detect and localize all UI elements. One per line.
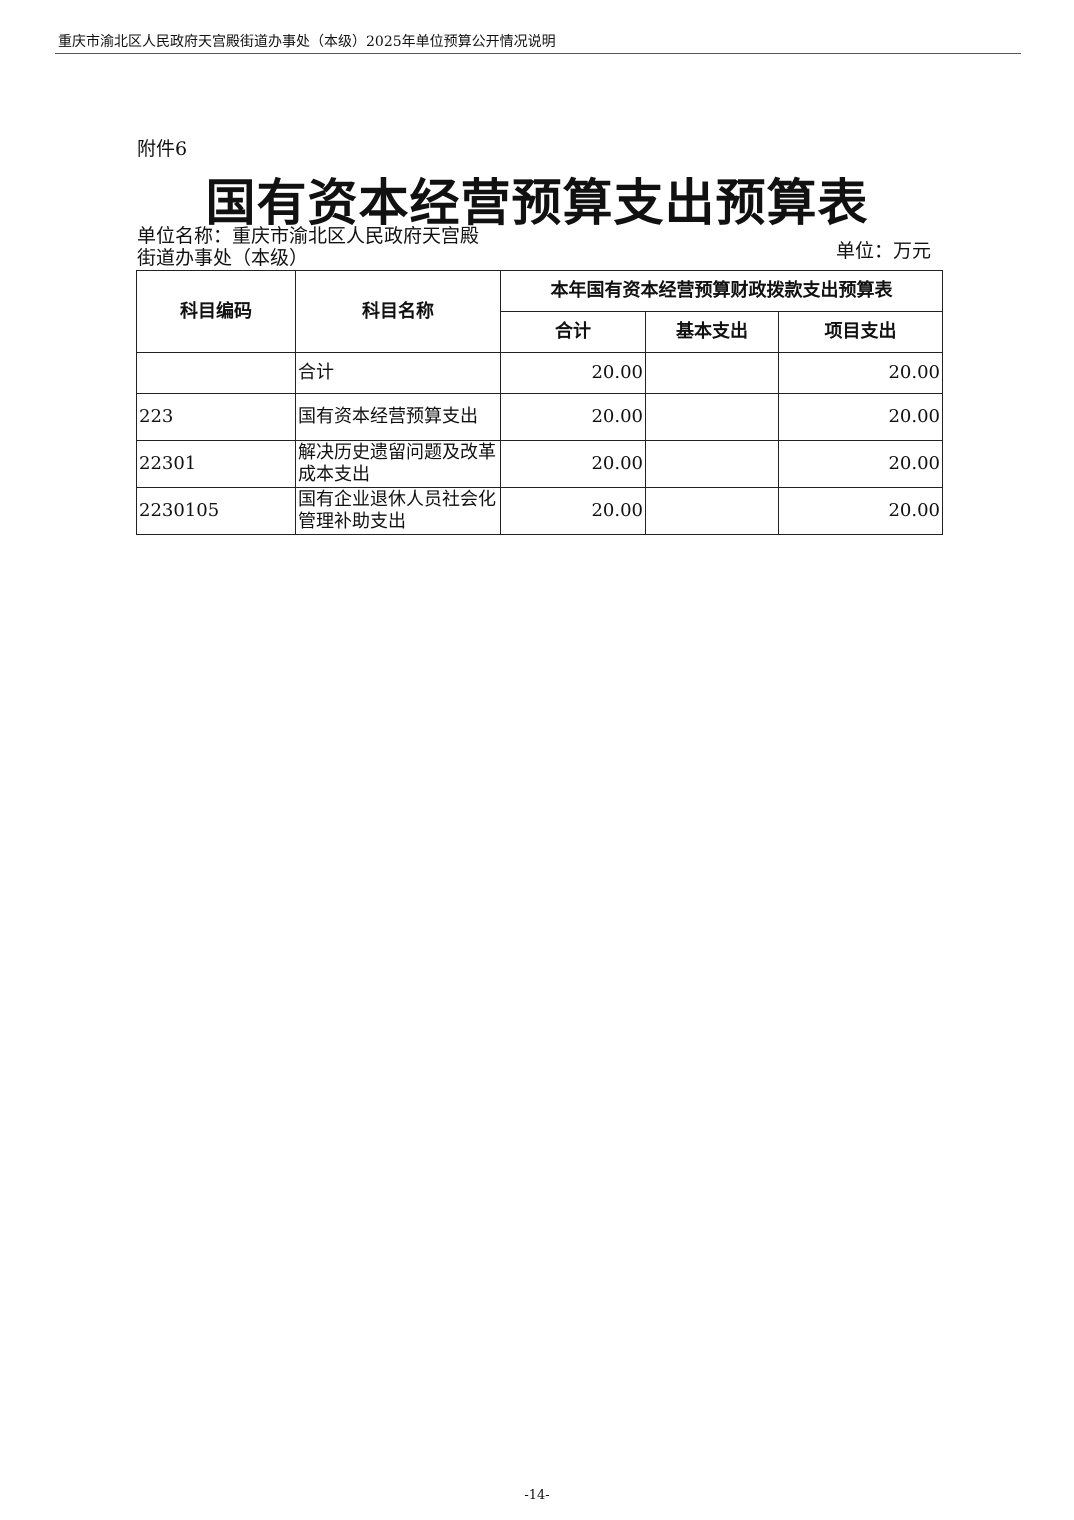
currency-unit: 单位：万元: [836, 240, 932, 262]
cell-name: 国有资本经营预算支出: [295, 393, 501, 441]
cell-basic: [645, 487, 779, 535]
table-row: 2230105 国有企业退休人员社会化管理补助支出 20.00 20.00: [136, 487, 943, 535]
cell-code: 22301: [136, 440, 296, 488]
cell-total: 20.00: [500, 487, 646, 535]
running-header: 重庆市渝北区人民政府天宫殿街道办事处（本级）2025年单位预算公开情况说明: [58, 34, 556, 50]
page-title: 国有资本经营预算支出预算表: [205, 173, 869, 232]
cell-total: 20.00: [500, 440, 646, 488]
cell-name: 解决历史遗留问题及改革成本支出: [295, 440, 501, 488]
cell-project: 20.00: [778, 487, 943, 535]
table-row: 22301 解决历史遗留问题及改革成本支出 20.00 20.00: [136, 440, 943, 488]
cell-total: 20.00: [500, 393, 646, 441]
header-basic: 基本支出: [645, 311, 779, 353]
cell-code: 223: [136, 393, 296, 441]
cell-total: 20.00: [500, 352, 646, 394]
header-group: 本年国有资本经营预算财政拨款支出预算表: [500, 270, 943, 312]
header-divider: [55, 53, 1021, 54]
cell-basic: [645, 352, 779, 394]
cell-basic: [645, 393, 779, 441]
cell-name: 国有企业退休人员社会化管理补助支出: [295, 487, 501, 535]
page-number: -14-: [524, 1488, 550, 1503]
header-name: 科目名称: [295, 270, 501, 353]
cell-code: 2230105: [136, 487, 296, 535]
cell-project: 20.00: [778, 352, 943, 394]
cell-project: 20.00: [778, 393, 943, 441]
cell-basic: [645, 440, 779, 488]
header-total: 合计: [500, 311, 646, 353]
header-code: 科目编码: [136, 270, 296, 353]
unit-name: 单位名称：重庆市渝北区人民政府天宫殿街道办事处（本级）: [137, 225, 480, 269]
cell-project: 20.00: [778, 440, 943, 488]
table-row: 223 国有资本经营预算支出 20.00 20.00: [136, 393, 943, 441]
header-project: 项目支出: [778, 311, 943, 353]
table-row: 合计 20.00 20.00: [136, 352, 943, 394]
cell-name: 合计: [295, 352, 501, 394]
attachment-label: 附件6: [137, 138, 188, 160]
budget-table: 科目编码 科目名称 本年国有资本经营预算财政拨款支出预算表 合计 基本支出 项目…: [136, 270, 943, 535]
cell-code: [136, 352, 296, 394]
